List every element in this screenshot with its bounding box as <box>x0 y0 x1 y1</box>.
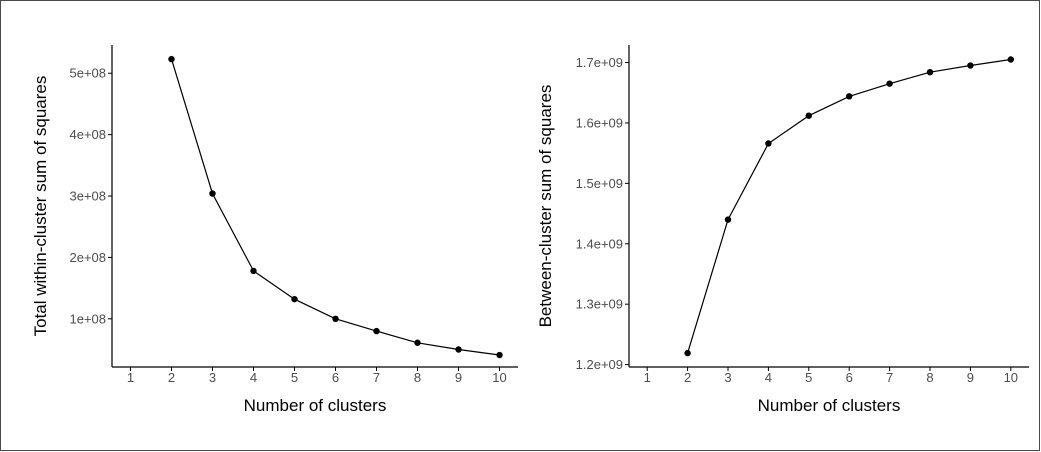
y-axis-title: Between-cluster sum of squares <box>536 85 555 328</box>
x-tick-label: 4 <box>765 370 772 385</box>
data-point <box>455 346 462 353</box>
y-tick-label: 1.7e+09 <box>576 55 623 70</box>
x-tick-label: 5 <box>291 370 298 385</box>
y-tick-label: 4e+08 <box>69 127 106 142</box>
y-tick-label: 2e+08 <box>69 250 106 265</box>
x-tick-label: 9 <box>455 370 462 385</box>
y-tick-label: 5e+08 <box>69 66 106 81</box>
data-point <box>209 190 216 197</box>
y-tick-label: 1e+08 <box>69 311 106 326</box>
chart-panel-1: 1 2 3 4 5 6 7 8 9 10 1e+08 2e+08 3e+08 4e+08 5e+08 Numb… <box>31 45 518 415</box>
y-tick-label: 1.5e+09 <box>576 176 623 191</box>
x-tick-label: 3 <box>724 370 731 385</box>
data-point <box>684 349 691 357</box>
x-tick-label: 1 <box>644 370 651 385</box>
x-tick-label: 2 <box>684 370 691 385</box>
y-tick-label: 1.6e+09 <box>576 115 623 130</box>
data-point <box>724 216 732 223</box>
data-point <box>1007 56 1015 63</box>
x-tick-label: 7 <box>886 370 893 385</box>
data-point <box>414 339 421 346</box>
x-tick-label: 6 <box>332 370 339 385</box>
data-point <box>168 55 175 63</box>
y-tick-label: 3e+08 <box>69 189 106 204</box>
x-tick-label: 8 <box>926 370 933 385</box>
x-tick-label: 2 <box>168 370 175 385</box>
data-point <box>250 267 257 275</box>
data-point <box>765 140 772 147</box>
data-point <box>332 315 339 323</box>
data-point <box>967 62 974 69</box>
x-tick-label: 8 <box>414 370 421 385</box>
chart-panel-2: 1 2 3 4 5 6 7 8 9 10 1.2e+09 1.3e+09 1.4e+09 1.5e+09 1… <box>536 45 1029 415</box>
x-tick-label: 5 <box>805 370 812 385</box>
data-point <box>496 351 503 359</box>
data-point <box>846 93 853 100</box>
x-tick-label: 7 <box>373 370 380 385</box>
y-axis-title: Total within-cluster sum of squares <box>31 76 50 337</box>
data-point <box>926 68 934 76</box>
data-point <box>886 80 893 87</box>
x-tick-label: 9 <box>967 370 974 385</box>
y-tick-label: 1.2e+09 <box>576 357 623 372</box>
y-tick-label: 1.3e+09 <box>576 297 623 312</box>
x-axis-title: Number of clusters <box>244 396 387 415</box>
series-line <box>170 58 500 356</box>
data-point <box>373 327 380 335</box>
x-tick-label: 10 <box>1004 370 1018 385</box>
x-tick-label: 3 <box>209 370 216 385</box>
y-tick-label: 1.4e+09 <box>576 236 623 251</box>
x-tick-label: 4 <box>250 370 257 385</box>
x-tick-label: 10 <box>492 370 506 385</box>
data-point <box>291 295 298 303</box>
series-line <box>687 58 1011 354</box>
x-tick-label: 1 <box>127 370 134 385</box>
x-axis-title: Number of clusters <box>758 396 901 415</box>
data-point <box>805 112 812 119</box>
x-tick-label: 6 <box>846 370 853 385</box>
